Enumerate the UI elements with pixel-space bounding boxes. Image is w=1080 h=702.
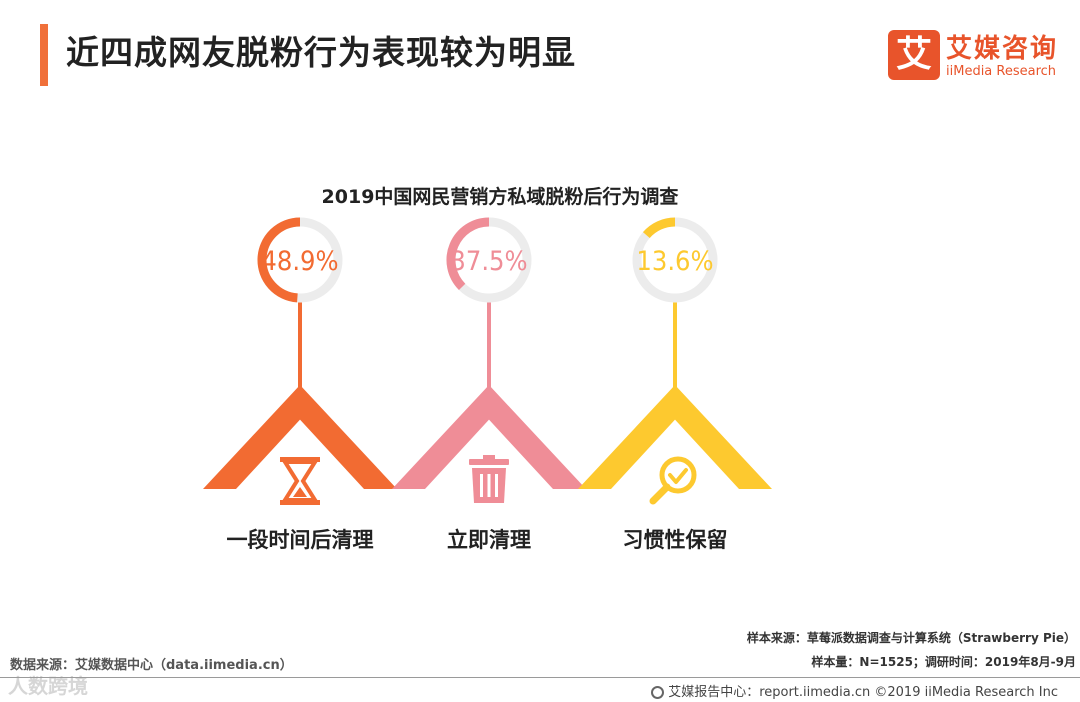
- data-source: 数据来源：艾媒数据中心（data.iimedia.cn）: [10, 658, 293, 673]
- globe-icon: [651, 686, 665, 699]
- chevron-2: [392, 385, 586, 489]
- iimedia-logo: 艾 艾媒咨询 iiMedia Research: [888, 28, 1068, 88]
- logo-mark: [888, 30, 940, 80]
- watermark: 人数跨境: [8, 674, 88, 698]
- chevron-1: [203, 385, 397, 489]
- value-arc-1: [257, 217, 301, 303]
- title-accent-bar: [40, 24, 48, 86]
- stem-3: [673, 302, 677, 389]
- value-arc-2: [446, 217, 490, 291]
- stem-2: [487, 302, 491, 389]
- category-label-3: 习惯性保留: [622, 528, 728, 552]
- footer-text: 艾媒报告中心：report.iimedia.cn ©2019 iiMedia R…: [668, 685, 1058, 700]
- value-label-3: 13.6%: [636, 246, 713, 277]
- chart-title: 2019中国网民营销方私域脱粉后行为调查: [321, 186, 679, 208]
- value-label-1: 48.9%: [261, 246, 338, 277]
- footer: 艾媒报告中心：report.iimedia.cn ©2019 iiMedia R…: [651, 681, 1058, 700]
- chevron-3: [578, 385, 772, 489]
- footer-divider: [0, 677, 1080, 678]
- trash-icon: [469, 455, 509, 503]
- logo-cn-text: 艾媒咨询: [946, 34, 1059, 64]
- hourglass-icon: [280, 457, 320, 505]
- category-label-1: 一段时间后清理: [226, 528, 374, 552]
- sample-source-note: 样本来源：草莓派数据调查与计算系统（Strawberry Pie）: [746, 631, 1076, 645]
- page-title: 近四成网友脱粉行为表现较为明显: [66, 33, 576, 72]
- value-arc-3: [642, 217, 676, 239]
- logo-en-text: iiMedia Research: [946, 64, 1057, 79]
- magnifier-check-icon: [649, 456, 697, 505]
- sample-size-note: 样本量：N=1525；调研时间：2019年8月-9月: [811, 655, 1076, 669]
- category-label-2: 立即清理: [447, 528, 531, 552]
- stem-1: [298, 302, 302, 389]
- value-label-2: 37.5%: [450, 246, 527, 277]
- logo-mark-char: 艾: [895, 34, 932, 75]
